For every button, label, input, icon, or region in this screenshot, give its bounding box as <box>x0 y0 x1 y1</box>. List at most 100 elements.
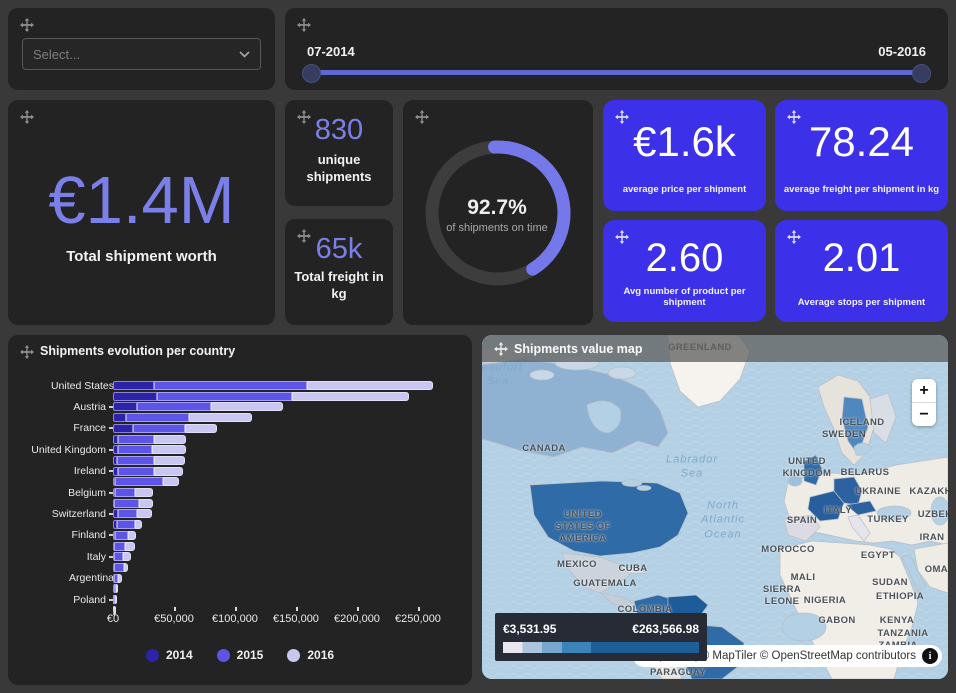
x-axis-tick <box>174 607 176 611</box>
total-freight-value: 65k <box>315 233 363 265</box>
axis-tick <box>109 491 114 494</box>
country-name-label: UKRAINE <box>854 486 902 498</box>
filter-card: Select... <box>8 8 275 90</box>
slider-handle-start[interactable] <box>302 64 321 83</box>
drag-handle-icon[interactable] <box>20 18 34 32</box>
bar-segment-2015 <box>156 391 293 401</box>
drag-handle-icon[interactable] <box>20 345 34 359</box>
drag-handle-icon[interactable] <box>787 230 801 244</box>
avg-products-card: 2.60 Avg number of product per shipment <box>603 220 766 322</box>
legend-item-2016[interactable]: 2016 <box>287 648 334 662</box>
total-freight-label: Total freight in kg <box>294 269 384 301</box>
legend-dot <box>287 648 301 662</box>
map-legend-gradient <box>503 642 699 653</box>
bar-segment-2014 <box>113 530 116 540</box>
x-axis-tick <box>418 607 420 611</box>
on-time-value: 92.7% <box>467 196 527 219</box>
bar-segment-2015 <box>137 402 211 412</box>
axis-tick <box>109 427 114 430</box>
map-legend-min: €3,531.95 <box>503 622 557 636</box>
drag-handle-icon[interactable] <box>787 110 801 124</box>
country-name-label: ICELAND <box>839 417 885 429</box>
country-label: Finland <box>71 529 106 542</box>
axis-tick <box>109 448 114 451</box>
country-name-label: IRAN <box>919 532 945 544</box>
zoom-out-button[interactable]: − <box>912 402 936 426</box>
bar-row-label: Belgium <box>8 487 114 499</box>
slider-handle-end[interactable] <box>912 64 931 83</box>
country-name-label: TURKEY <box>867 514 909 526</box>
legend-label: 2014 <box>165 648 193 662</box>
country-name-label: MOROCCO <box>761 544 815 556</box>
avg-products-value: 2.60 <box>645 236 724 280</box>
avg-freight-card: 78.24 average freight per shipment in kg <box>775 100 948 211</box>
drag-handle-icon[interactable] <box>415 110 429 124</box>
drag-handle-icon[interactable] <box>615 110 629 124</box>
country-label: Argentina <box>69 572 114 585</box>
country-name-label: TANZANIA <box>877 628 929 640</box>
map-attribution[interactable]: MapLibre | © MapTiler © OpenStreetMap co… <box>633 645 942 667</box>
bar-segment-2016 <box>116 584 119 594</box>
x-axis-tick <box>296 607 298 611</box>
bar-segment-2014 <box>113 477 116 487</box>
map-titlebar: Shipments value map <box>482 335 948 362</box>
bar-chart-title: Shipments evolution per country <box>40 344 236 358</box>
drag-handle-icon[interactable] <box>615 230 629 244</box>
legend-dot <box>216 648 230 662</box>
bar-row-label: France <box>8 422 114 434</box>
country-select[interactable]: Select... <box>22 38 261 70</box>
drag-handle-icon[interactable] <box>494 342 508 356</box>
drag-handle-icon[interactable] <box>297 110 311 124</box>
on-time-donut <box>425 140 571 286</box>
bar-segment-2016 <box>134 488 154 497</box>
country-label: Switzerland <box>51 507 106 520</box>
legend-item-2014[interactable]: 2014 <box>145 648 193 662</box>
map-card[interactable]: GREENLANDICELANDSWEDENCANADAUNITED STATE… <box>482 335 948 679</box>
bar-row-label: Argentina <box>8 572 114 584</box>
info-icon[interactable]: i <box>922 648 938 664</box>
x-axis-label: €250,000 <box>395 613 441 625</box>
total-worth-value: €1.4M <box>48 163 235 238</box>
bar-chart-card: Shipments evolution per country United S… <box>8 335 472 685</box>
select-placeholder: Select... <box>33 46 80 62</box>
bar-segment-2016 <box>154 466 183 476</box>
country-name-label: SUDAN <box>872 577 908 589</box>
bar-segment-2016 <box>188 413 253 423</box>
bar-segment-2015 <box>113 584 117 594</box>
bar-segment-2016 <box>292 391 410 401</box>
unique-shipments-label: unique shipments <box>306 152 372 184</box>
drag-handle-icon[interactable] <box>297 18 311 32</box>
bar-segment-2015 <box>115 530 128 540</box>
bar-segment-2015 <box>117 509 138 519</box>
bar-segment-2015 <box>117 445 153 455</box>
x-axis-tick <box>113 607 115 611</box>
legend-item-2015[interactable]: 2015 <box>216 648 263 662</box>
country-name-label: UNITED KINGDOM <box>782 456 832 479</box>
country-label: Austria <box>73 400 106 413</box>
drag-handle-icon[interactable] <box>20 110 34 124</box>
country-name-label: UZBEKISTAN <box>917 509 948 521</box>
bar-row-label: Switzerland <box>8 508 114 520</box>
country-name-label: SWEDEN <box>821 429 867 441</box>
bar-segment-2015 <box>126 413 189 423</box>
bar-segment-2014 <box>113 402 138 412</box>
bar-segment-2016 <box>114 595 117 604</box>
bar-segment-2016 <box>123 562 128 572</box>
drag-handle-icon[interactable] <box>297 229 311 243</box>
bar-row-label: Ireland <box>8 465 114 477</box>
legend-dot <box>145 648 159 662</box>
country-label: Poland <box>73 593 106 606</box>
bar-segment-2016 <box>134 520 143 530</box>
avg-price-label: average price per shipment <box>622 184 747 195</box>
attribution-text[interactable]: MapLibre | © MapTiler © OpenStreetMap co… <box>643 650 916 662</box>
avg-products-label: Avg number of product per shipment <box>623 286 746 308</box>
water-name-label: Labrador Sea <box>665 453 719 480</box>
axis-tick <box>109 555 114 558</box>
bar-segment-2015 <box>114 562 124 572</box>
on-time-center: 92.7% of shipments on time <box>403 196 591 234</box>
zoom-in-button[interactable]: + <box>912 379 936 402</box>
bar-segment-2016 <box>138 498 154 508</box>
time-slider-track[interactable] <box>302 64 931 83</box>
avg-stops-value: 2.01 <box>822 236 901 280</box>
